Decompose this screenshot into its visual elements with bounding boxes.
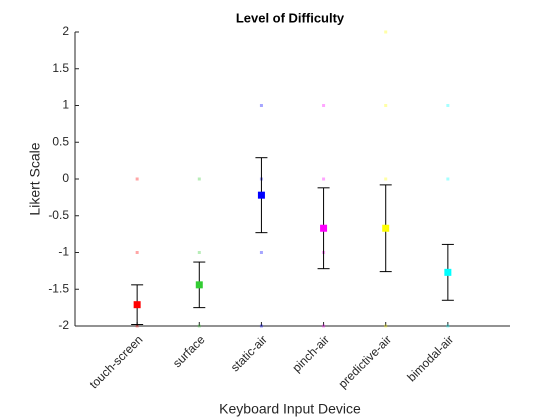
x-tick-label: touch-screen	[87, 332, 146, 391]
response-point	[197, 251, 201, 254]
response-point	[446, 324, 450, 328]
mean-marker	[133, 301, 141, 309]
response-point	[384, 104, 388, 107]
y-axis-label: Likert Scale	[27, 142, 43, 215]
y-tick-label: 2	[62, 24, 69, 38]
response-point	[135, 251, 139, 254]
response-point	[384, 30, 388, 34]
response-point	[322, 104, 326, 107]
x-tick-label: bimodal-air	[404, 332, 456, 384]
mean-marker	[195, 281, 203, 289]
x-tick-label: surface	[170, 332, 208, 370]
y-tick-label: -2	[58, 318, 69, 332]
y-tick-label: 1	[62, 98, 69, 112]
x-tick-label: predictive-air	[336, 332, 394, 390]
response-point	[135, 177, 139, 181]
response-point	[446, 104, 450, 107]
y-tick-label: -1	[58, 245, 69, 259]
response-point	[259, 324, 263, 328]
mean-marker	[444, 268, 452, 276]
x-axis-label: Keyboard Input Device	[219, 401, 361, 417]
response-point	[384, 324, 388, 328]
mean-marker	[382, 224, 390, 232]
response-point	[446, 177, 450, 181]
y-tick-label: 0	[62, 171, 69, 185]
response-point	[197, 324, 201, 328]
response-point	[135, 324, 139, 328]
chart-title: Level of Difficulty	[236, 10, 345, 25]
y-tick-label: -0.5	[48, 208, 69, 222]
y-tick-label: 1.5	[52, 61, 69, 75]
response-point	[322, 324, 326, 328]
x-tick-label: pinch-air	[289, 332, 331, 374]
mean-marker	[257, 191, 265, 199]
response-point	[322, 177, 326, 181]
x-tick-label: static-air	[228, 332, 270, 374]
response-point	[384, 177, 388, 181]
y-tick-label: 0.5	[52, 134, 69, 148]
response-point	[259, 251, 263, 254]
response-point	[259, 104, 263, 107]
y-tick-label: -1.5	[48, 281, 69, 295]
response-point	[197, 177, 201, 181]
mean-marker	[320, 224, 328, 232]
